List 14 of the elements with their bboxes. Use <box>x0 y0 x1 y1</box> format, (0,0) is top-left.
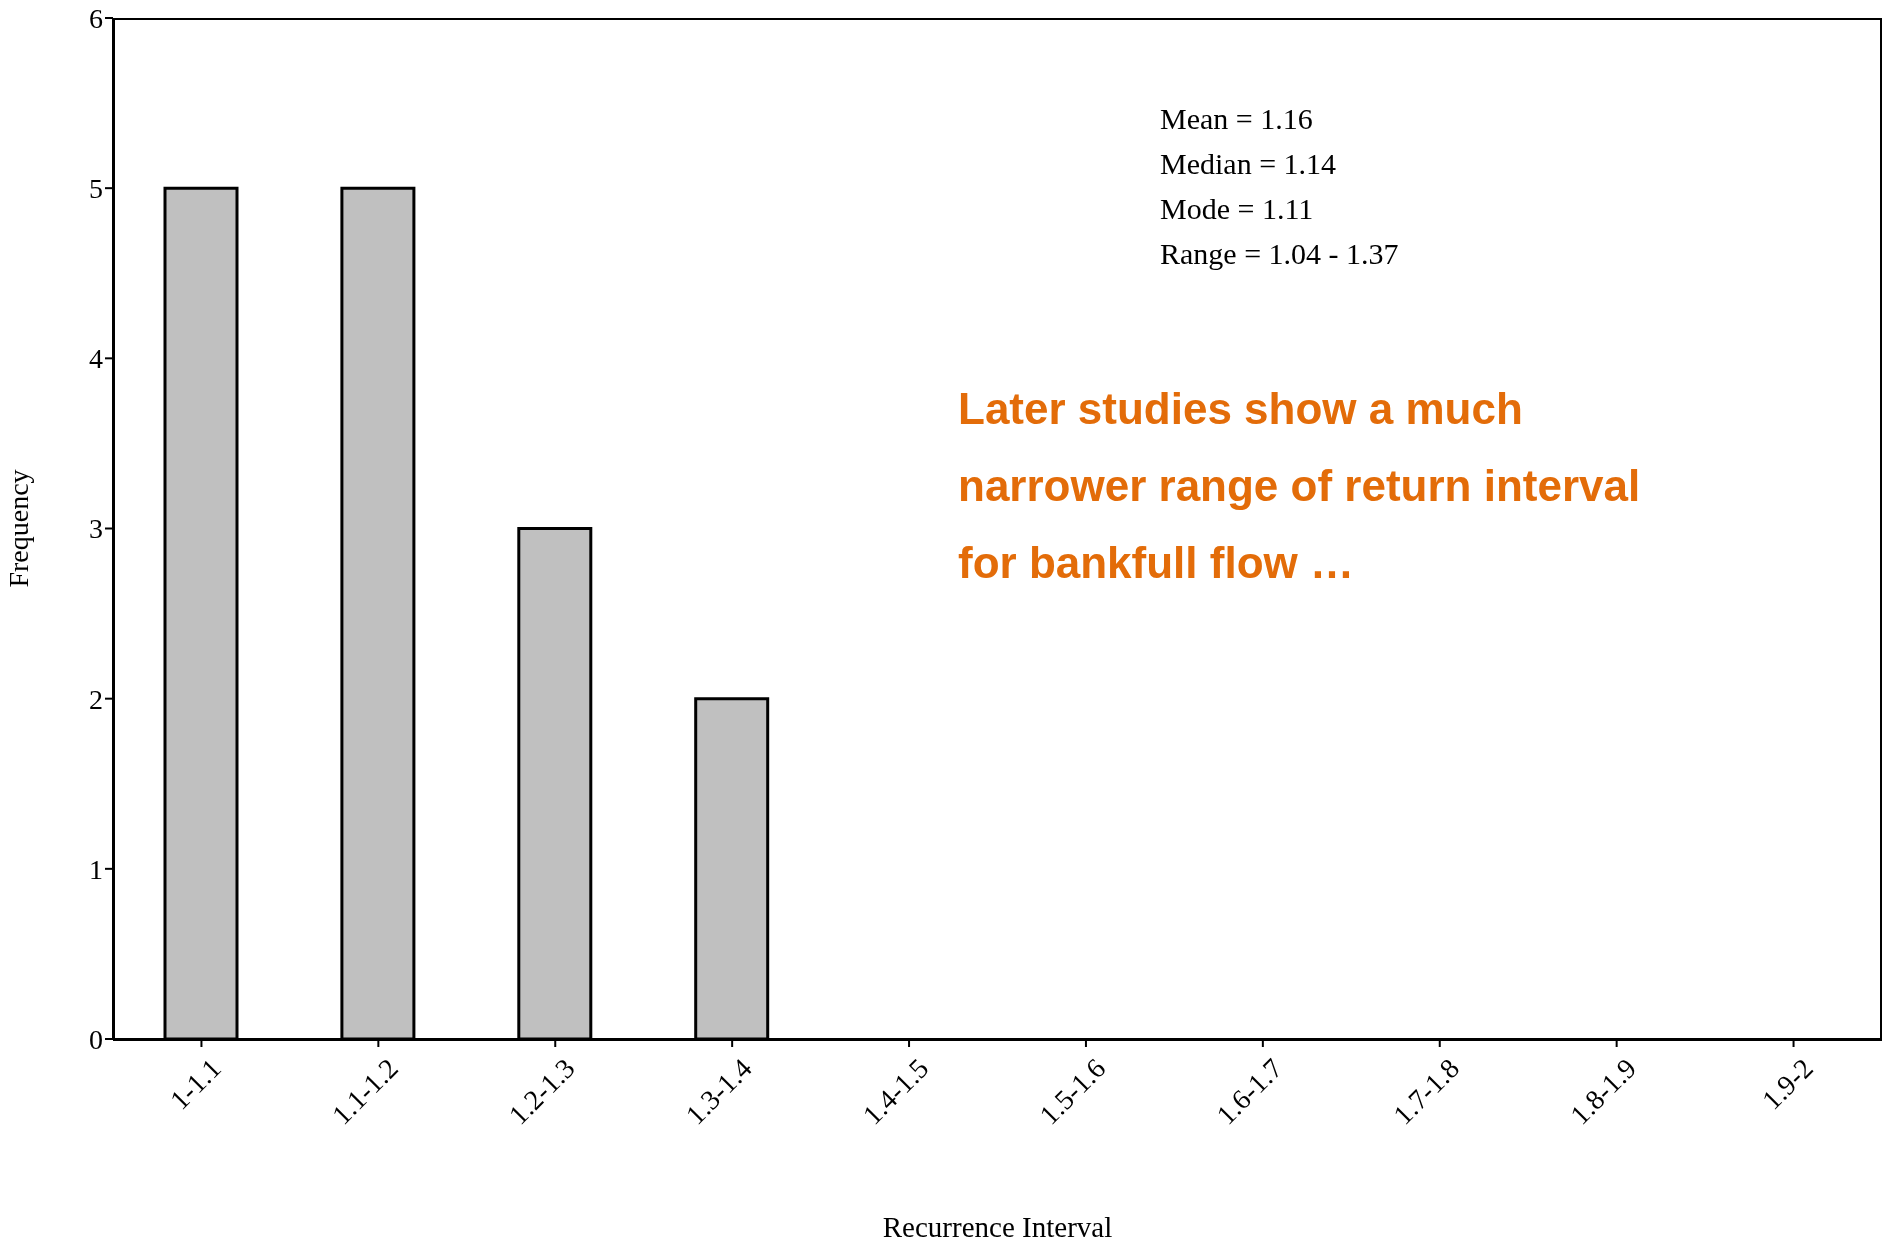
annotation: Mean = 1.16 <box>1160 101 1314 137</box>
y-tick-label: 3 <box>89 513 103 545</box>
annotation: Later studies show a much narrower range of return interval for bankfull flow … <box>958 383 1642 589</box>
annotation: Median = 1.14 <box>1160 146 1338 182</box>
x-axis-title: Recurrence Interval <box>882 1211 1113 1243</box>
annotation: Mode = 1.11 <box>1160 191 1315 227</box>
y-axis-title: Frequency <box>2 469 34 588</box>
y-tick-label: 6 <box>89 2 103 34</box>
annotation: Range = 1.04 - 1.37 <box>1160 236 1399 272</box>
y-tick-label: 2 <box>89 683 103 715</box>
y-tick-label: 5 <box>89 173 103 205</box>
y-tick-label: 1 <box>89 853 103 885</box>
y-tick-label: 4 <box>89 343 103 375</box>
y-tick-label: 0 <box>89 1023 103 1055</box>
